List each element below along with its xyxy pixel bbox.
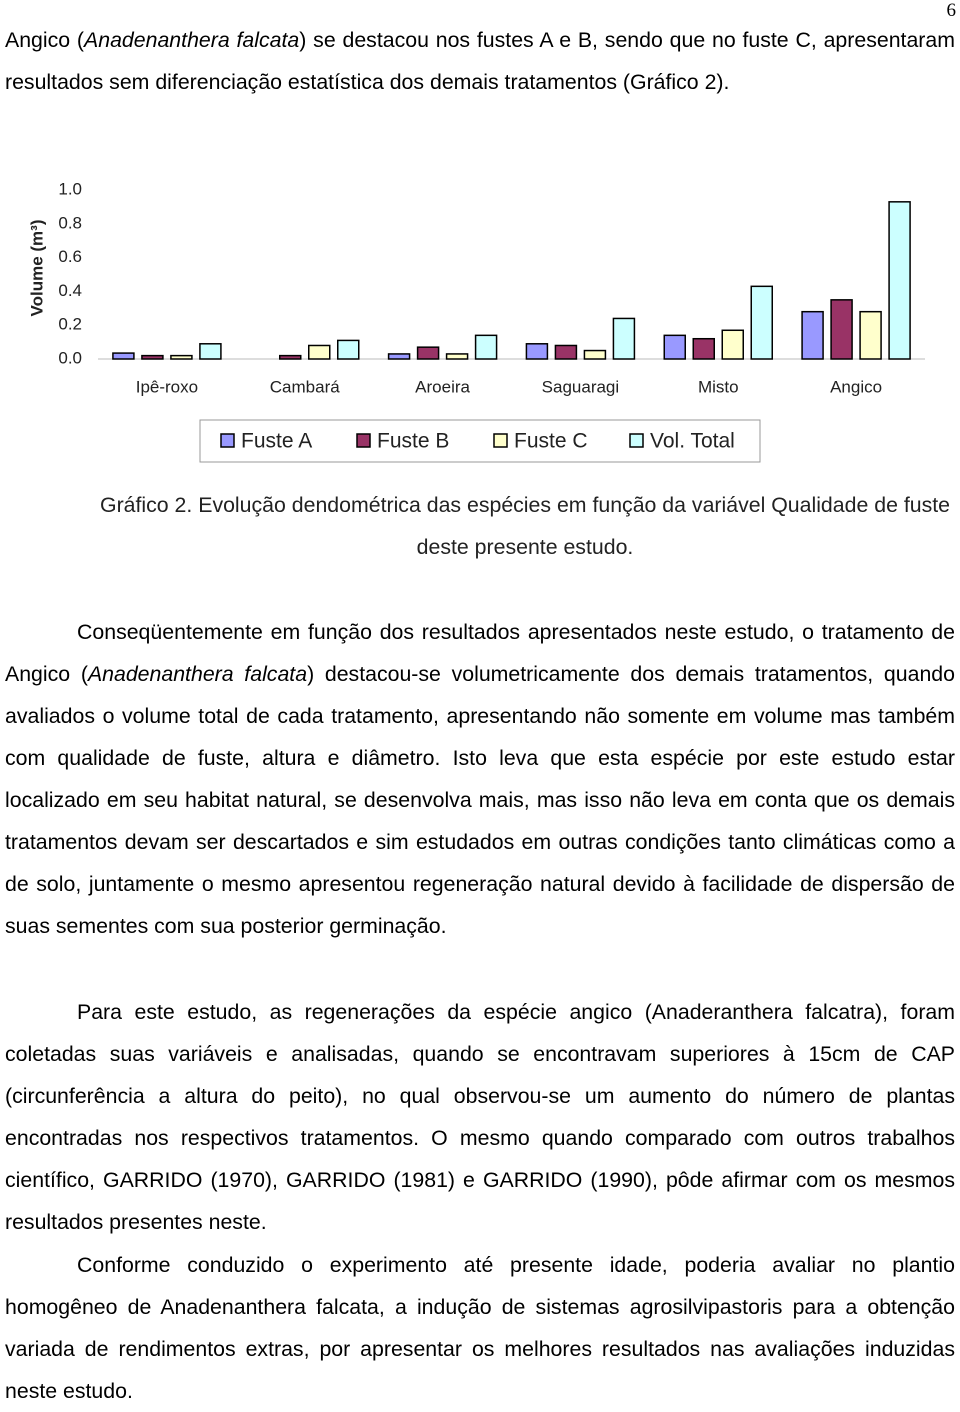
x-tick-label: Cambará (270, 377, 340, 396)
bar (554, 344, 578, 360)
y-tick-label: 1.0 (58, 179, 82, 198)
bar (721, 329, 744, 360)
bar (612, 317, 636, 360)
y-tick-label: 0.8 (58, 213, 82, 232)
text-run: Angico ( (5, 28, 85, 52)
y-tick-label: 0.6 (58, 247, 82, 266)
text-run: ) se destacou nos fustes A e B, sendo qu… (5, 28, 955, 94)
bar (859, 310, 882, 360)
page-number: 6 (946, 0, 957, 21)
y-tick-label: 0.2 (58, 315, 82, 334)
legend-box (199, 419, 761, 463)
legend-label: Fuste B (377, 430, 449, 453)
bar (445, 353, 469, 360)
bar (888, 201, 911, 360)
legend-label: Fuste C (514, 430, 588, 453)
paragraph: Para este estudo, as regenerações da esp… (5, 991, 955, 1243)
x-tick-label: Ipê-roxo (136, 377, 198, 396)
bar (112, 352, 135, 360)
text-run: Conseqüentemente em função dos resultado… (5, 620, 955, 686)
bar (279, 354, 302, 360)
bar (583, 349, 607, 360)
legend-swatch (220, 433, 235, 448)
legend-swatch (629, 433, 644, 448)
y-tick-label: 0.4 (58, 281, 82, 300)
x-tick-label: Aroeira (415, 377, 470, 396)
text-run: Conforme conduzido o experimento até pre… (5, 1253, 955, 1403)
text-run: Anadenanthera falcata (84, 28, 300, 52)
bar (170, 354, 193, 360)
bar (525, 343, 549, 360)
bar (199, 343, 222, 360)
paragraph: Conforme conduzido o experimento até pre… (5, 1244, 955, 1412)
paragraph: Angico (Anadenanthera falcata) se destac… (5, 19, 955, 103)
bar (387, 353, 411, 360)
x-tick-label: Misto (698, 377, 739, 396)
bar (663, 334, 686, 360)
bar (692, 337, 715, 360)
legend-label: Vol. Total (650, 430, 735, 453)
bar (308, 344, 331, 360)
bar (750, 285, 773, 360)
bar (474, 334, 498, 360)
paragraph: Conseqüentemente em função dos resultado… (5, 611, 955, 947)
bar (141, 354, 164, 360)
legend-swatch (356, 433, 371, 448)
text-run: ) destacou-se volumetricamente dos demai… (5, 662, 955, 938)
legend-swatch (493, 433, 508, 448)
x-tick-label: Angico (830, 377, 882, 396)
text-run: Para este estudo, as regenerações da esp… (5, 1000, 955, 1234)
caption: Gráfico 2. Evolução dendométrica das esp… (100, 493, 951, 559)
bar (416, 346, 440, 360)
text-run: Anadenanthera falcata (87, 662, 308, 686)
chart: Volume (m³) 0.0 0.2 0.4 0.6 0.8 1.0 Ipê-roxo Cam… (27, 179, 925, 463)
bar (337, 339, 360, 360)
bar (830, 299, 853, 360)
x-tick-label: Saguaragi (542, 377, 620, 396)
y-tick-label: 0.0 (58, 348, 82, 367)
y-axis-label: Volume (m³) (27, 220, 46, 317)
bar (801, 310, 824, 360)
legend-label: Fuste A (241, 430, 312, 453)
